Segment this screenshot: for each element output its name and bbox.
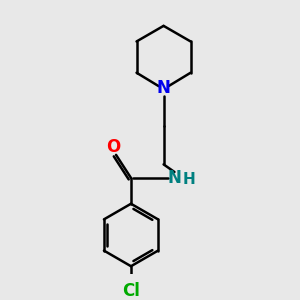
Text: H: H xyxy=(183,172,196,187)
Text: N: N xyxy=(167,169,182,187)
Text: O: O xyxy=(106,138,121,156)
Text: N: N xyxy=(157,79,170,97)
Text: Cl: Cl xyxy=(122,282,140,300)
